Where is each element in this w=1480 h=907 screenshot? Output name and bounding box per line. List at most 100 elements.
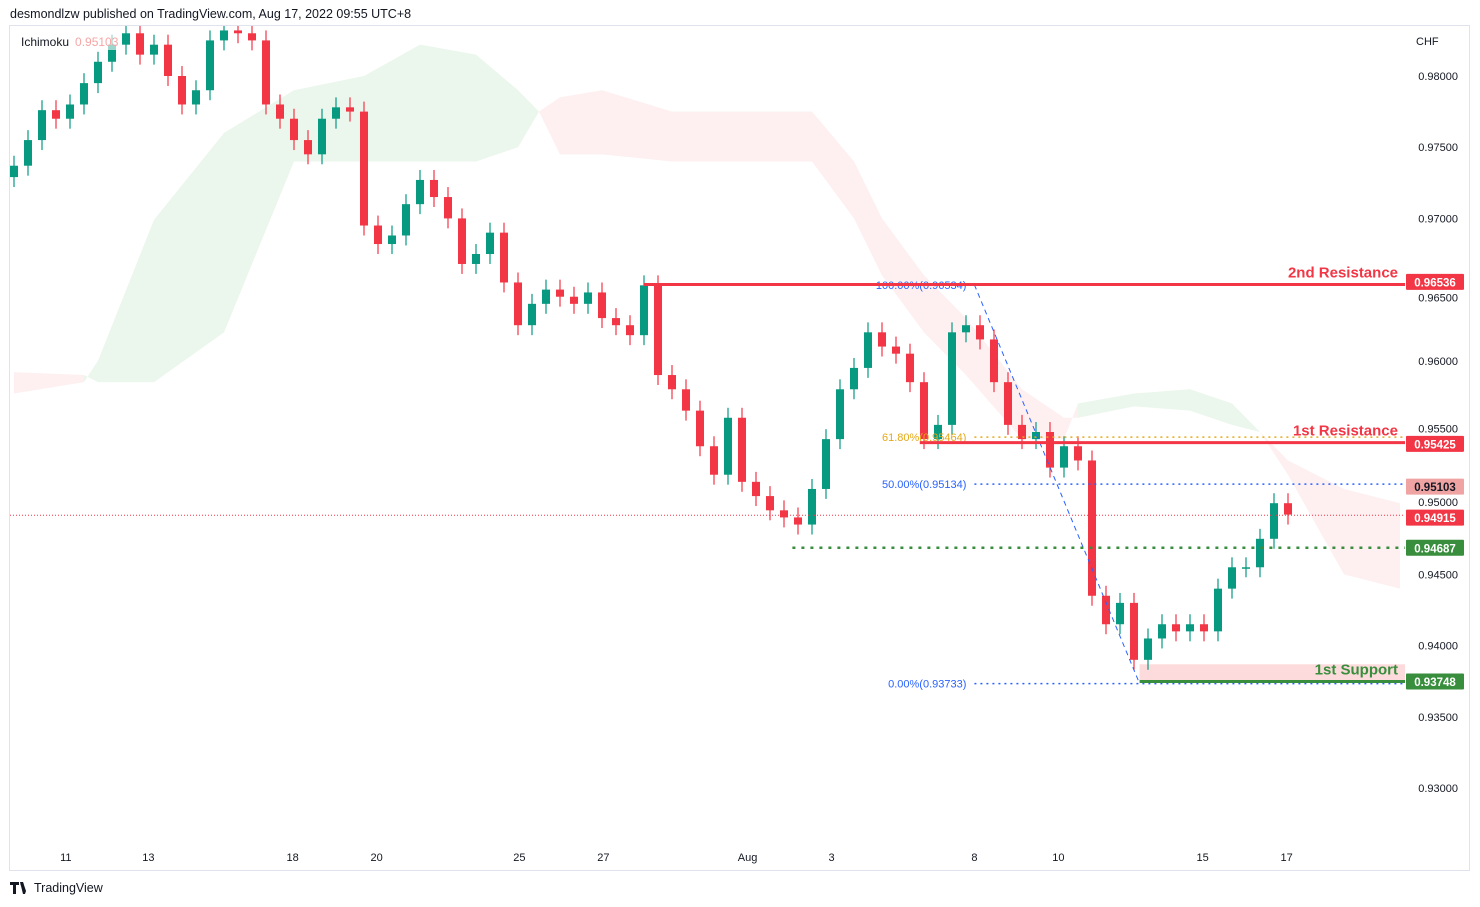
candle-body (654, 285, 662, 376)
candle-body (192, 90, 200, 105)
candle (416, 169, 424, 215)
candle-body (1046, 432, 1054, 468)
candle-body (94, 61, 102, 84)
candle (346, 97, 354, 122)
price-tick-label: 0.97000 (1418, 213, 1458, 225)
indicator-value: 0.95103 (75, 35, 119, 49)
candle-body (1102, 595, 1110, 625)
time-tick-label: 25 (513, 852, 525, 864)
candle (472, 244, 480, 274)
time-tick-label: Aug (738, 852, 758, 864)
candle-body (220, 30, 228, 41)
time-tick-label: 13 (142, 852, 154, 864)
plot-area: 100.00%(0.96534)61.80%(0.95464)50.00%(0.… (10, 26, 1405, 691)
last-price-tag-group: 0.94915 (1406, 509, 1464, 526)
ichimoku-cloud-segment (1232, 403, 1260, 432)
candle-body (1284, 503, 1292, 515)
candle-body (542, 289, 550, 304)
price-tick-label: 0.93500 (1418, 712, 1458, 724)
candle (178, 66, 186, 115)
candle-body (472, 254, 480, 264)
chart-frame (9, 25, 1470, 871)
candle-body (948, 332, 956, 425)
candle-body (458, 218, 466, 264)
candle (794, 507, 802, 535)
candle-body (1256, 538, 1264, 568)
ichimoku-cloud-segment (420, 44, 476, 162)
candle-body (248, 33, 256, 41)
footer-brand[interactable]: TradingView (10, 881, 103, 895)
ichimoku-cloud-segment (1344, 488, 1400, 589)
candle-body (584, 292, 592, 304)
price-tick-label: 0.94000 (1418, 641, 1458, 653)
indicator-legend[interactable]: Ichimoku 0.95103 (18, 34, 122, 50)
ichimoku-cloud-segment (539, 97, 560, 155)
candle (80, 73, 88, 115)
candle-body (346, 107, 354, 112)
candle (710, 436, 718, 485)
candle (360, 101, 368, 236)
ichimoku-cloud-segment (98, 219, 154, 383)
candle-body (1214, 588, 1222, 632)
candle-body (1172, 624, 1180, 632)
ichimoku-cloud-segment (84, 360, 98, 383)
publish-info: desmondlzw published on TradingView.com,… (10, 7, 412, 21)
candle (248, 26, 256, 51)
candle-body (906, 353, 914, 383)
ichimoku-cloud-segment (518, 90, 539, 148)
level-price-tag-bg (1406, 273, 1464, 290)
candle-body (962, 325, 970, 333)
candle-body (556, 289, 564, 297)
candle-body (1116, 602, 1124, 625)
level-price-tag-group: 0.93748 (1406, 673, 1464, 690)
candle (52, 100, 60, 129)
time-tick-label: 17 (1280, 852, 1292, 864)
ichimoku-cloud-segment (1260, 432, 1288, 475)
candle (738, 407, 746, 492)
price-tick-label: 0.95500 (1418, 423, 1458, 435)
fib-level-label: 50.00%(0.95134) (882, 479, 966, 491)
candle (1004, 372, 1012, 435)
candle (1158, 614, 1166, 649)
ichimoku-cloud-segment (672, 111, 812, 162)
candle (990, 329, 998, 393)
ichimoku-cloud-segment (602, 90, 672, 162)
candle-body (892, 346, 900, 354)
candle-body (850, 367, 858, 390)
candle (458, 208, 466, 274)
candle (626, 315, 634, 346)
time-tick-label: 11 (60, 852, 71, 864)
candle-body (822, 439, 830, 489)
candle-body (696, 410, 704, 447)
candle-body (318, 118, 326, 155)
candle-body (990, 339, 998, 383)
candle-body (150, 44, 158, 55)
candle-body (38, 110, 46, 141)
ichimoku-cloud-segment (1288, 460, 1344, 575)
candle (766, 486, 774, 521)
candle-body (444, 197, 452, 219)
candle (878, 322, 886, 357)
candle-body (136, 33, 144, 55)
candle (612, 308, 620, 336)
price-tick-label: 0.93000 (1418, 783, 1458, 795)
resistance-level-name: 1st Resistance (1293, 423, 1398, 440)
ichimoku-cloud-segment (1134, 389, 1190, 411)
candle (332, 97, 340, 129)
candle (892, 336, 900, 364)
tradingview-logo-icon (10, 882, 29, 894)
candle-body (122, 33, 130, 45)
last-price-tag: 0.94915 (1414, 513, 1456, 525)
candle-body (1032, 432, 1040, 440)
candle (780, 500, 788, 528)
candle (864, 322, 872, 378)
fib-level-label: 61.80%(0.95464) (882, 432, 966, 444)
candle (1270, 493, 1278, 549)
candle-body (1004, 382, 1012, 425)
candle-body (164, 44, 172, 76)
candle-body (1144, 638, 1152, 660)
candle (1088, 450, 1096, 606)
ichimoku-cloud-segment (1078, 393, 1134, 418)
ichimoku-cloud-segment (1022, 389, 1064, 440)
